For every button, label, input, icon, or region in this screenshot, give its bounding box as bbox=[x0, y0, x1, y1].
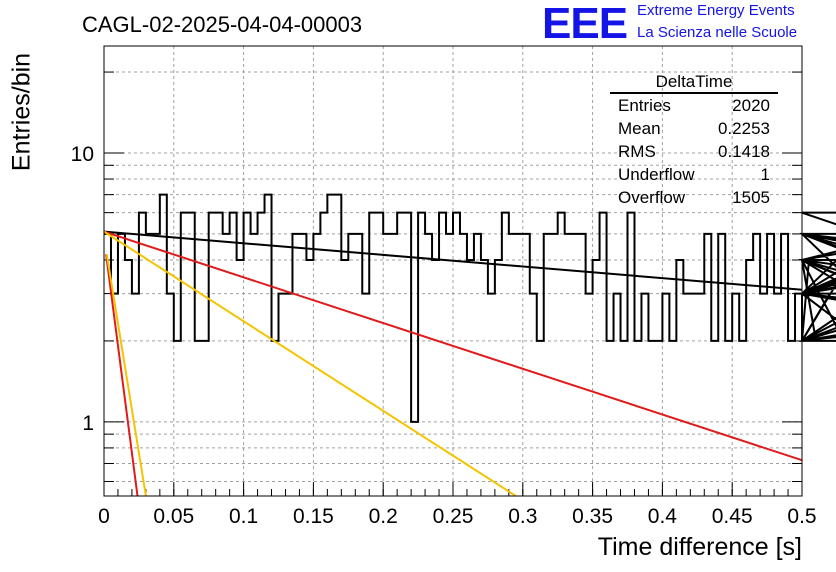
x-tick-label: 0.5 bbox=[787, 505, 816, 528]
stats-row-overflow: Overflow 1505 bbox=[610, 186, 778, 209]
stats-label: Mean bbox=[618, 119, 661, 138]
stats-value: 1 bbox=[760, 165, 770, 184]
x-tick-label: 0.25 bbox=[433, 505, 474, 528]
x-tick-label: 0.3 bbox=[508, 505, 537, 528]
x-tick-label: 0.05 bbox=[153, 505, 194, 528]
x-tick-label: 0.45 bbox=[712, 505, 753, 528]
stats-row-underflow: Underflow 1 bbox=[610, 163, 778, 186]
stats-label: RMS bbox=[618, 142, 656, 161]
logo-line-1: Extreme Energy Events bbox=[637, 2, 795, 19]
chart-title: CAGL-02-2025-04-04-00003 bbox=[82, 12, 363, 37]
x-axis-label: Time difference [s] bbox=[597, 533, 802, 561]
fit-curve bbox=[103, 230, 517, 497]
x-tick-label: 0.15 bbox=[293, 505, 334, 528]
x-tick-label: 0 bbox=[98, 505, 110, 528]
stats-label: Entries bbox=[618, 96, 671, 115]
stats-value: 0.2253 bbox=[718, 119, 770, 138]
fit-curve bbox=[103, 230, 803, 462]
x-tick-label: 0.35 bbox=[572, 505, 613, 528]
stats-label: Underflow bbox=[618, 165, 695, 184]
stats-value: 1505 bbox=[732, 188, 770, 207]
stats-box: DeltaTime Entries 2020 Mean 0.2253 RMS 0… bbox=[610, 72, 778, 209]
x-tick-label: 0.2 bbox=[369, 505, 398, 528]
stats-label: Overflow bbox=[618, 188, 686, 207]
y-tick-label: 10 bbox=[71, 143, 94, 166]
stats-value: 2020 bbox=[732, 96, 770, 115]
fit-curve bbox=[105, 254, 147, 497]
y-axis-label: Entries/bin bbox=[7, 52, 36, 172]
x-tick-label: 0.4 bbox=[648, 505, 678, 528]
stats-row-entries: Entries 2020 bbox=[610, 94, 778, 117]
stats-title: DeltaTime bbox=[610, 72, 778, 94]
fit-curve bbox=[105, 254, 139, 497]
y-tick-label: 1 bbox=[82, 412, 94, 435]
histogram-outline bbox=[104, 193, 836, 423]
stats-row-rms: RMS 0.1418 bbox=[610, 140, 778, 163]
eee-logo: EEE bbox=[542, 0, 628, 48]
fit-curve bbox=[103, 230, 803, 291]
logo-line-2: La Scienza nelle Scuole bbox=[637, 24, 798, 41]
x-tick-label: 0.1 bbox=[229, 505, 258, 528]
stats-row-mean: Mean 0.2253 bbox=[610, 117, 778, 140]
stats-value: 0.1418 bbox=[718, 142, 770, 161]
plot-frame bbox=[103, 45, 803, 497]
